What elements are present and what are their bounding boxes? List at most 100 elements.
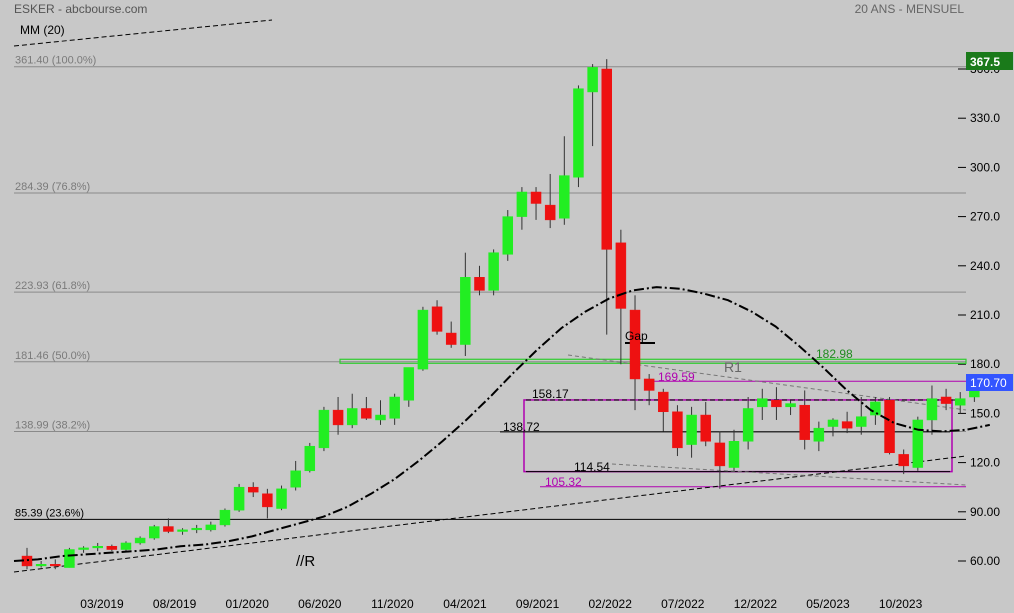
level-182-label: 182.98 <box>816 347 853 361</box>
y-tick-label: 210.0 <box>970 308 1000 322</box>
x-tick-label: 10/2023 <box>879 597 923 611</box>
candle-body <box>318 409 330 449</box>
candle-body <box>474 277 485 291</box>
support-line-label: //R <box>296 553 315 570</box>
gap-label: Gap <box>625 329 648 343</box>
candle-body <box>728 441 740 468</box>
candle-body <box>884 400 895 454</box>
candle-body <box>757 398 768 408</box>
y-tick-label: 270.0 <box>970 210 1000 224</box>
candle-body <box>954 398 966 406</box>
candle-body <box>276 488 287 509</box>
candle-body <box>742 408 754 442</box>
fib-level-label: 284.39 (76.8%) <box>15 181 90 193</box>
level-105-label: 105.32 <box>545 475 582 489</box>
candle-body <box>502 216 514 255</box>
candle-body <box>587 67 598 93</box>
r1-label: R1 <box>724 359 742 375</box>
candle-body <box>64 549 75 568</box>
current-price-text: 170.70 <box>970 376 1007 390</box>
candle-body <box>304 445 316 472</box>
x-tick-label: 09/2021 <box>516 597 560 611</box>
y-tick-label: 150.0 <box>970 406 1000 420</box>
candle-body <box>361 408 372 419</box>
candle-body <box>106 545 118 550</box>
fib-level-label: 138.99 (38.2%) <box>15 419 90 431</box>
upper-trendline <box>13 19 273 47</box>
candle-body <box>530 191 542 204</box>
x-tick-label: 07/2022 <box>661 597 705 611</box>
candle-body <box>785 403 796 408</box>
candle-body <box>544 204 556 221</box>
indicator-label: MM (20) <box>20 23 65 37</box>
last-high-price-tag <box>966 52 1013 70</box>
candle-body <box>460 277 471 345</box>
candle-body <box>149 526 160 539</box>
candle-body <box>247 486 259 493</box>
candle-body <box>912 419 924 468</box>
x-tick-label: 11/2020 <box>371 597 414 611</box>
candle-body <box>658 391 669 413</box>
x-tick-label: 02/2022 <box>589 597 633 611</box>
candle-body <box>50 564 61 567</box>
candle-body <box>205 524 217 531</box>
x-tick-label: 03/2019 <box>80 597 124 611</box>
candle-body <box>431 306 443 332</box>
candle-body <box>516 191 528 217</box>
fib-level-label: 181.46 (50.0%) <box>15 350 90 362</box>
x-tick-label: 08/2019 <box>153 597 197 611</box>
resistance-band-182 <box>339 358 967 364</box>
candle-body <box>771 400 782 408</box>
candle-body <box>134 537 146 544</box>
candle-body <box>629 309 641 380</box>
x-tick-label: 12/2022 <box>734 597 778 611</box>
candle-body <box>643 378 655 391</box>
candle-body <box>559 175 570 219</box>
candle-body <box>219 509 231 526</box>
candle-body <box>163 526 174 532</box>
y-tick-label: 300.0 <box>970 160 1000 174</box>
y-tick-label: 60.00 <box>970 554 1000 568</box>
candle-body <box>290 470 301 488</box>
ma20-line <box>13 286 991 562</box>
candles-layer <box>21 59 980 570</box>
candle-body <box>332 409 344 426</box>
candle-body <box>191 527 202 531</box>
candle-body <box>813 427 825 442</box>
moving-average-layer <box>13 286 991 562</box>
lower-trendline <box>611 463 967 486</box>
candle-body <box>488 252 499 291</box>
candle-body <box>375 414 386 421</box>
period-label: 20 ANS - MENSUEL <box>855 2 965 16</box>
level-169-label: 169.59 <box>658 370 695 384</box>
last-high-price-text: 367.5 <box>970 55 1000 69</box>
candle-body <box>870 401 881 416</box>
candle-body <box>799 404 810 440</box>
y-tick-label: 90.00 <box>970 505 1000 519</box>
y-tick-label: 330.0 <box>970 111 1000 125</box>
level-158-label: 158.17 <box>532 387 569 401</box>
candle-body <box>35 564 47 567</box>
candle-body <box>686 414 697 445</box>
y-tick-label: 180.0 <box>970 357 1000 371</box>
y-tick-label: 120.0 <box>970 456 1000 470</box>
fib-level-label: 85.39 (23.6%) <box>15 507 84 519</box>
candle-body <box>714 442 726 467</box>
fib-level-label: 361.40 (100.0%) <box>15 55 96 67</box>
level-138-label: 138.72 <box>503 420 540 434</box>
candle-body <box>856 416 867 427</box>
candle-body <box>615 242 627 309</box>
candle-body <box>417 309 429 370</box>
candle-body <box>233 486 245 511</box>
candle-body <box>445 332 457 345</box>
candle-body <box>177 529 188 532</box>
candle-body <box>926 398 938 421</box>
candle-body <box>898 454 909 467</box>
candle-body <box>841 421 853 429</box>
candle-body <box>389 396 400 419</box>
y-tick-label: 240.0 <box>970 259 1000 273</box>
candle-body <box>827 419 839 427</box>
symbol-source-label: ESKER - abcbourse.com <box>14 2 147 16</box>
